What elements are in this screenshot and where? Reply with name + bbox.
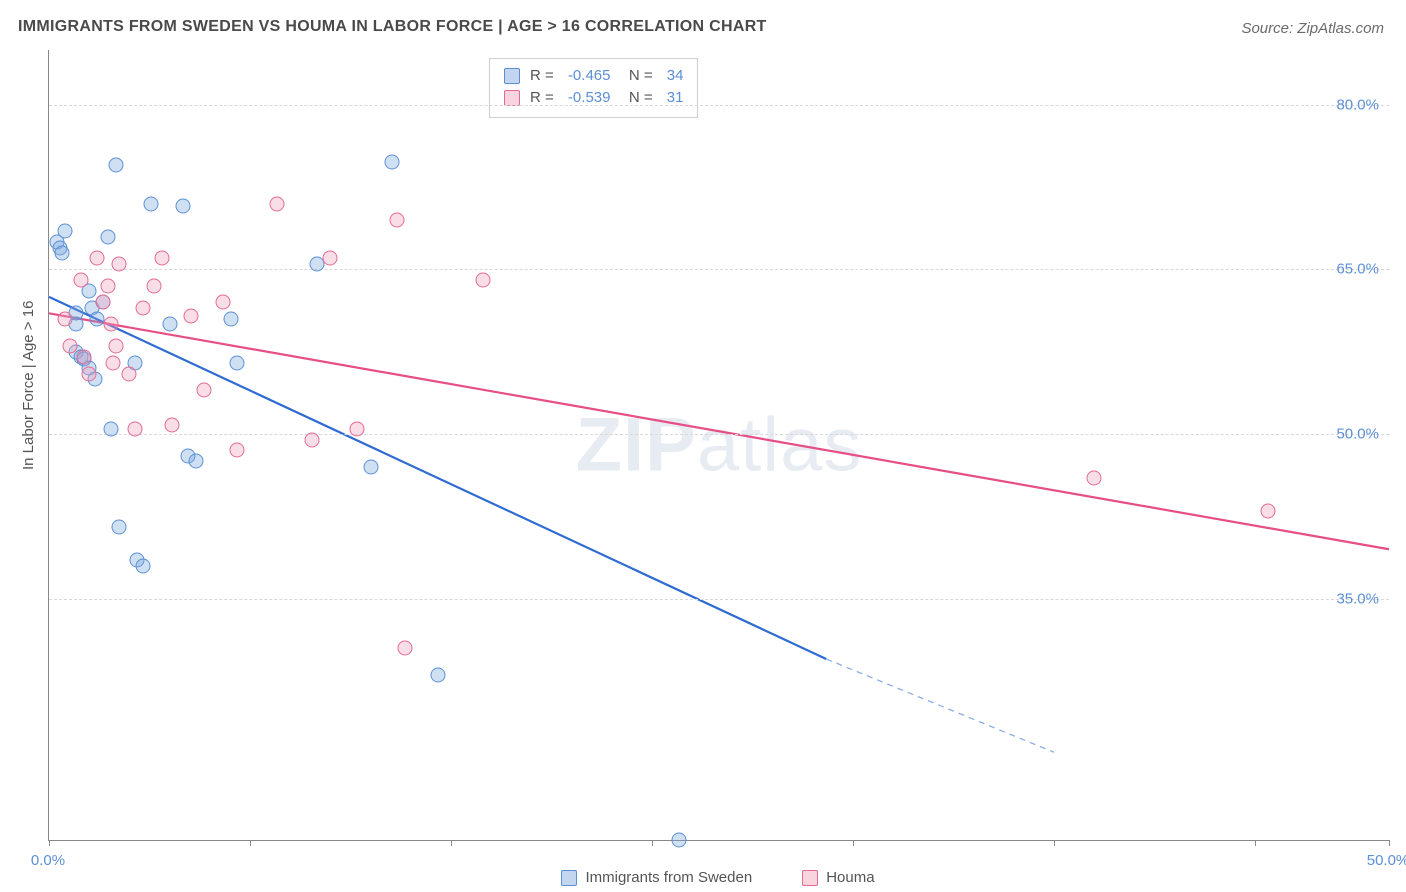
correlation-legend: R = -0.465 N = 34 R = -0.539 N = 31: [489, 58, 698, 118]
scatter-point: [103, 421, 118, 436]
scatter-point: [154, 251, 169, 266]
legend-item-houma: Houma: [802, 869, 874, 886]
series-legend: Immigrants from Sweden Houma: [48, 869, 1388, 886]
plot-area: ZIPatlas R = -0.465 N = 34 R = -0.539 N …: [48, 50, 1389, 841]
scatter-point: [82, 366, 97, 381]
xtick: [49, 840, 50, 846]
scatter-point: [229, 443, 244, 458]
scatter-point: [269, 196, 284, 211]
regression-dashed: [826, 659, 1054, 752]
swatch-pink-icon: [802, 870, 818, 886]
legend-label-sweden: Immigrants from Sweden: [585, 869, 752, 886]
chart-container: IMMIGRANTS FROM SWEDEN VS HOUMA IN LABOR…: [0, 0, 1406, 892]
scatter-point: [55, 245, 70, 260]
scatter-point: [390, 213, 405, 228]
scatter-point: [58, 311, 73, 326]
regression-solid: [49, 297, 826, 659]
watermark: ZIPatlas: [576, 402, 863, 489]
regression-lines: [49, 50, 1389, 840]
scatter-point: [76, 350, 91, 365]
scatter-point: [398, 640, 413, 655]
scatter-point: [90, 251, 105, 266]
scatter-point: [109, 158, 124, 173]
swatch-pink-icon: [504, 90, 520, 106]
scatter-point: [476, 273, 491, 288]
scatter-point: [229, 355, 244, 370]
ytick-label: 80.0%: [1336, 96, 1379, 113]
scatter-point: [224, 311, 239, 326]
xtick: [1255, 840, 1256, 846]
swatch-blue-icon: [561, 870, 577, 886]
scatter-point: [103, 317, 118, 332]
ytick-label: 65.0%: [1336, 261, 1379, 278]
scatter-point: [189, 454, 204, 469]
legend-item-sweden: Immigrants from Sweden: [561, 869, 752, 886]
scatter-point: [143, 196, 158, 211]
scatter-point: [106, 355, 121, 370]
scatter-point: [74, 273, 89, 288]
scatter-point: [111, 520, 126, 535]
xtick: [853, 840, 854, 846]
source-attribution: Source: ZipAtlas.com: [1241, 20, 1384, 37]
scatter-point: [63, 339, 78, 354]
scatter-point: [100, 278, 115, 293]
xtick: [250, 840, 251, 846]
legend-label-houma: Houma: [826, 869, 874, 886]
watermark-bold: ZIP: [576, 403, 697, 488]
scatter-point: [100, 229, 115, 244]
scatter-point: [135, 558, 150, 573]
scatter-point: [350, 421, 365, 436]
scatter-point: [111, 256, 126, 271]
scatter-point: [146, 278, 161, 293]
xtick: [1389, 840, 1390, 846]
y-axis-label: In Labor Force | Age > 16: [20, 301, 37, 470]
legend-n-value-sweden: 34: [667, 65, 684, 87]
scatter-point: [430, 668, 445, 683]
ytick-label: 35.0%: [1336, 590, 1379, 607]
xtick: [451, 840, 452, 846]
scatter-point: [216, 295, 231, 310]
xtick-label: 0.0%: [31, 852, 65, 869]
scatter-point: [176, 198, 191, 213]
scatter-point: [197, 383, 212, 398]
ytick-label: 50.0%: [1336, 426, 1379, 443]
swatch-blue-icon: [504, 68, 520, 84]
xtick: [1054, 840, 1055, 846]
scatter-point: [127, 421, 142, 436]
legend-row-sweden: R = -0.465 N = 34: [504, 65, 683, 87]
gridline-h: [49, 599, 1389, 600]
scatter-point: [135, 300, 150, 315]
scatter-point: [1087, 470, 1102, 485]
scatter-point: [304, 432, 319, 447]
watermark-rest: atlas: [697, 403, 863, 488]
scatter-point: [671, 833, 686, 848]
scatter-point: [162, 317, 177, 332]
scatter-point: [323, 251, 338, 266]
xtick: [652, 840, 653, 846]
legend-n-label: N =: [620, 65, 656, 87]
scatter-point: [184, 308, 199, 323]
legend-r-value-sweden: -0.465: [568, 65, 611, 87]
regression-solid: [49, 313, 1389, 549]
scatter-point: [165, 418, 180, 433]
scatter-point: [109, 339, 124, 354]
scatter-point: [363, 459, 378, 474]
legend-r-label: R =: [530, 65, 558, 87]
scatter-point: [58, 224, 73, 239]
scatter-point: [1261, 503, 1276, 518]
gridline-h: [49, 269, 1389, 270]
gridline-h: [49, 434, 1389, 435]
scatter-point: [385, 154, 400, 169]
scatter-point: [122, 366, 137, 381]
gridline-h: [49, 105, 1389, 106]
scatter-point: [95, 295, 110, 310]
xtick-label: 50.0%: [1367, 852, 1406, 869]
chart-title: IMMIGRANTS FROM SWEDEN VS HOUMA IN LABOR…: [18, 18, 767, 36]
